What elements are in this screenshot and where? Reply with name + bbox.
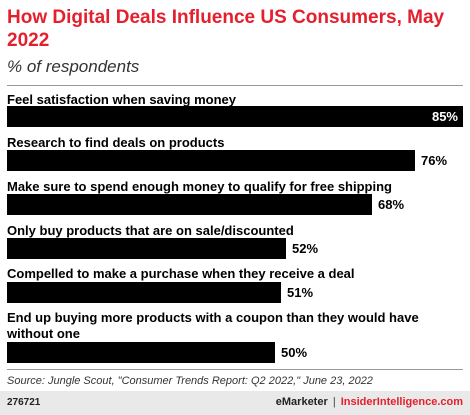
bar bbox=[7, 194, 372, 215]
bar bbox=[7, 106, 463, 127]
category-label: Make sure to spend enough money to quali… bbox=[7, 179, 392, 194]
value-label: 50% bbox=[281, 345, 308, 360]
bar bbox=[7, 238, 286, 259]
bar bbox=[7, 150, 415, 171]
bar bbox=[7, 282, 281, 303]
brand-separator: | bbox=[332, 396, 336, 408]
chart-id: 276721 bbox=[7, 397, 41, 408]
source-divider bbox=[7, 369, 463, 370]
category-label: Compelled to make a purchase when they r… bbox=[7, 266, 355, 281]
value-label: 68% bbox=[378, 197, 405, 212]
chart-title: How Digital Deals Influence US Consumers… bbox=[7, 7, 445, 51]
brand-insider-intelligence[interactable]: InsiderIntelligence.com bbox=[340, 396, 463, 408]
category-label: Research to find deals on products bbox=[7, 135, 225, 150]
category-label: End up buying more products with a coupo… bbox=[7, 310, 419, 341]
footer: 276721 eMarketer | InsiderIntelligence.c… bbox=[0, 391, 470, 415]
brand: eMarketer | InsiderIntelligence.com bbox=[276, 396, 463, 408]
value-label: 52% bbox=[292, 241, 319, 256]
category-label: Only buy products that are on sale/disco… bbox=[7, 223, 294, 238]
bar bbox=[7, 342, 275, 363]
title-divider bbox=[7, 85, 463, 86]
source-note: Source: Jungle Scout, "Consumer Trends R… bbox=[7, 375, 373, 387]
brand-emarketer: eMarketer bbox=[275, 396, 328, 408]
value-label: 76% bbox=[421, 153, 448, 168]
value-label: 51% bbox=[287, 285, 314, 300]
chart-subtitle: % of respondents bbox=[7, 57, 140, 76]
category-label: Feel satisfaction when saving money bbox=[7, 92, 237, 107]
value-label: 85% bbox=[431, 109, 458, 124]
